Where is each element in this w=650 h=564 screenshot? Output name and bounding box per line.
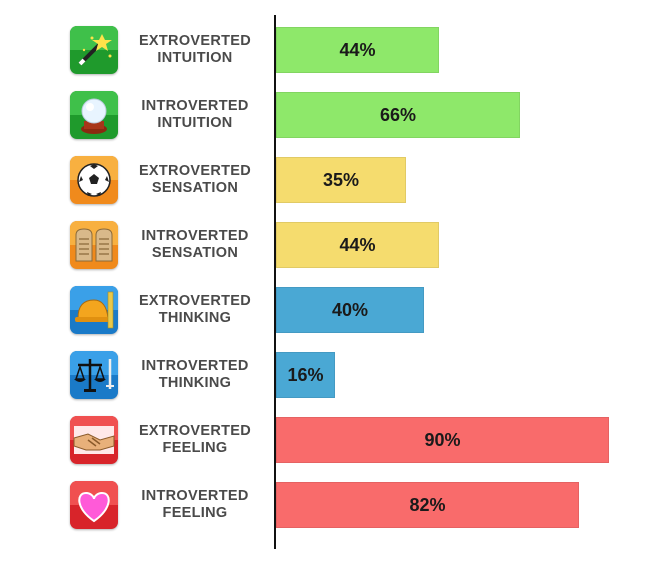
soccer-ball-icon [70,156,118,204]
category-label-line2: THINKING [158,310,232,326]
category-label-line1: INTROVERTED [141,358,249,374]
bar: 16% [276,352,335,398]
handshake-icon [70,416,118,464]
bar-value-label: 90% [424,429,461,450]
category-label: INTROVERTED FEELING [128,488,262,522]
category-label: INTROVERTED SENSATION [128,228,262,262]
category-label: EXTROVERTED SENSATION [128,163,262,197]
hard-hat-icon [70,286,118,334]
heart-icon [70,481,118,529]
category-label: EXTROVERTED INTUITION [128,33,262,67]
category-label: EXTROVERTED FEELING [128,423,262,457]
bar-value-label: 35% [322,169,360,190]
magic-wand-icon [70,26,118,74]
scales-of-justice-icon [70,351,118,399]
category-label-line1: INTROVERTED [141,488,249,504]
category-label-line2: SENSATION [151,245,239,261]
bar-value-label: 66% [379,104,417,125]
bar: 66% [276,92,520,138]
category-label-line1: INTROVERTED [141,98,249,114]
category-label: INTROVERTED INTUITION [128,98,262,132]
category-label: EXTROVERTED THINKING [128,293,262,327]
bar: 44% [276,222,439,268]
category-label-line2: SENSATION [151,180,239,196]
category-label-line2: INTUITION [157,50,233,66]
category-label-line1: EXTROVERTED [138,293,252,309]
bar-value-label: 44% [339,234,376,255]
bar: 35% [276,157,406,203]
bar-value-label: 44% [339,39,376,60]
bar: 90% [276,417,609,463]
bar: 40% [276,287,424,333]
category-label-line1: EXTROVERTED [138,33,252,49]
crystal-ball-icon [70,91,118,139]
category-label-line1: EXTROVERTED [138,423,252,439]
category-label-line2: INTUITION [157,115,233,131]
category-label: INTROVERTED THINKING [128,358,262,392]
category-label-line2: FEELING [162,440,228,456]
category-label-line2: FEELING [162,505,228,521]
bar: 82% [276,482,579,528]
bar-value-label: 16% [287,364,324,385]
category-label-line1: EXTROVERTED [138,163,252,179]
category-label-line1: INTROVERTED [141,228,249,244]
bar: 44% [276,27,439,73]
bar-value-label: 40% [331,299,369,320]
y-axis-line [274,15,276,549]
bar-value-label: 82% [409,494,446,515]
category-label-line2: THINKING [158,375,232,391]
stone-tablets-icon [70,221,118,269]
